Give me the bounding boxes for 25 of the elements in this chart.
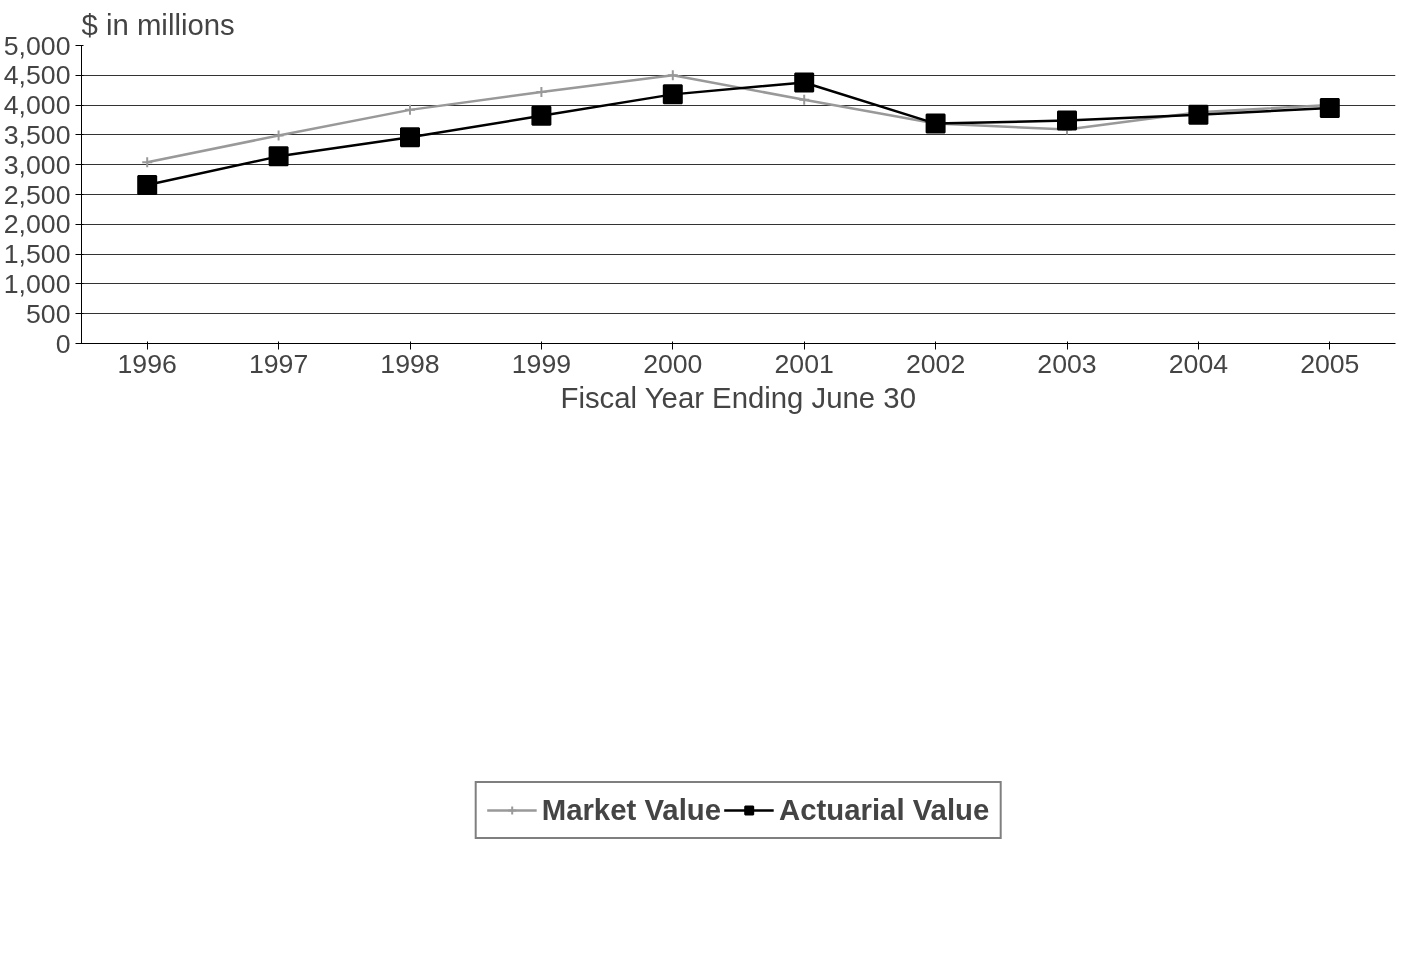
y-tick-label: 1,000 <box>3 268 71 299</box>
x-tick-label: 2003 <box>1037 348 1097 379</box>
x-tick-label: 1996 <box>117 348 177 379</box>
y-tick-label: 3,000 <box>3 149 71 180</box>
y-axis-title: $ in millions <box>81 7 235 41</box>
y-tick-label: 3,500 <box>3 119 71 150</box>
x-tick-label: 2004 <box>1168 348 1229 379</box>
legend-label: Actuarial Value <box>779 792 990 827</box>
x-tick-label: 1997 <box>248 348 309 379</box>
y-tick-label: 4,000 <box>3 90 71 121</box>
legend-label: Market Value <box>541 792 722 827</box>
x-tick-label: 2000 <box>643 348 703 379</box>
y-tick-label: 2,500 <box>3 179 71 210</box>
x-tick-label: 2005 <box>1300 348 1360 379</box>
y-tick-label: 4,500 <box>3 60 71 91</box>
y-tick-label: 1,500 <box>3 239 71 270</box>
y-tick-label: 500 <box>26 298 71 329</box>
x-axis-title: Fiscal Year Ending June 30 <box>560 380 916 414</box>
y-tick-label: 2,000 <box>3 209 71 240</box>
y-tick-label: 0 <box>55 328 71 359</box>
x-tick-label: 2002 <box>905 348 966 379</box>
x-tick-label: 1998 <box>380 348 440 379</box>
x-tick-label: 1999 <box>511 348 572 379</box>
y-tick-label: 5,000 <box>3 30 71 61</box>
x-tick-label: 2001 <box>774 348 834 379</box>
